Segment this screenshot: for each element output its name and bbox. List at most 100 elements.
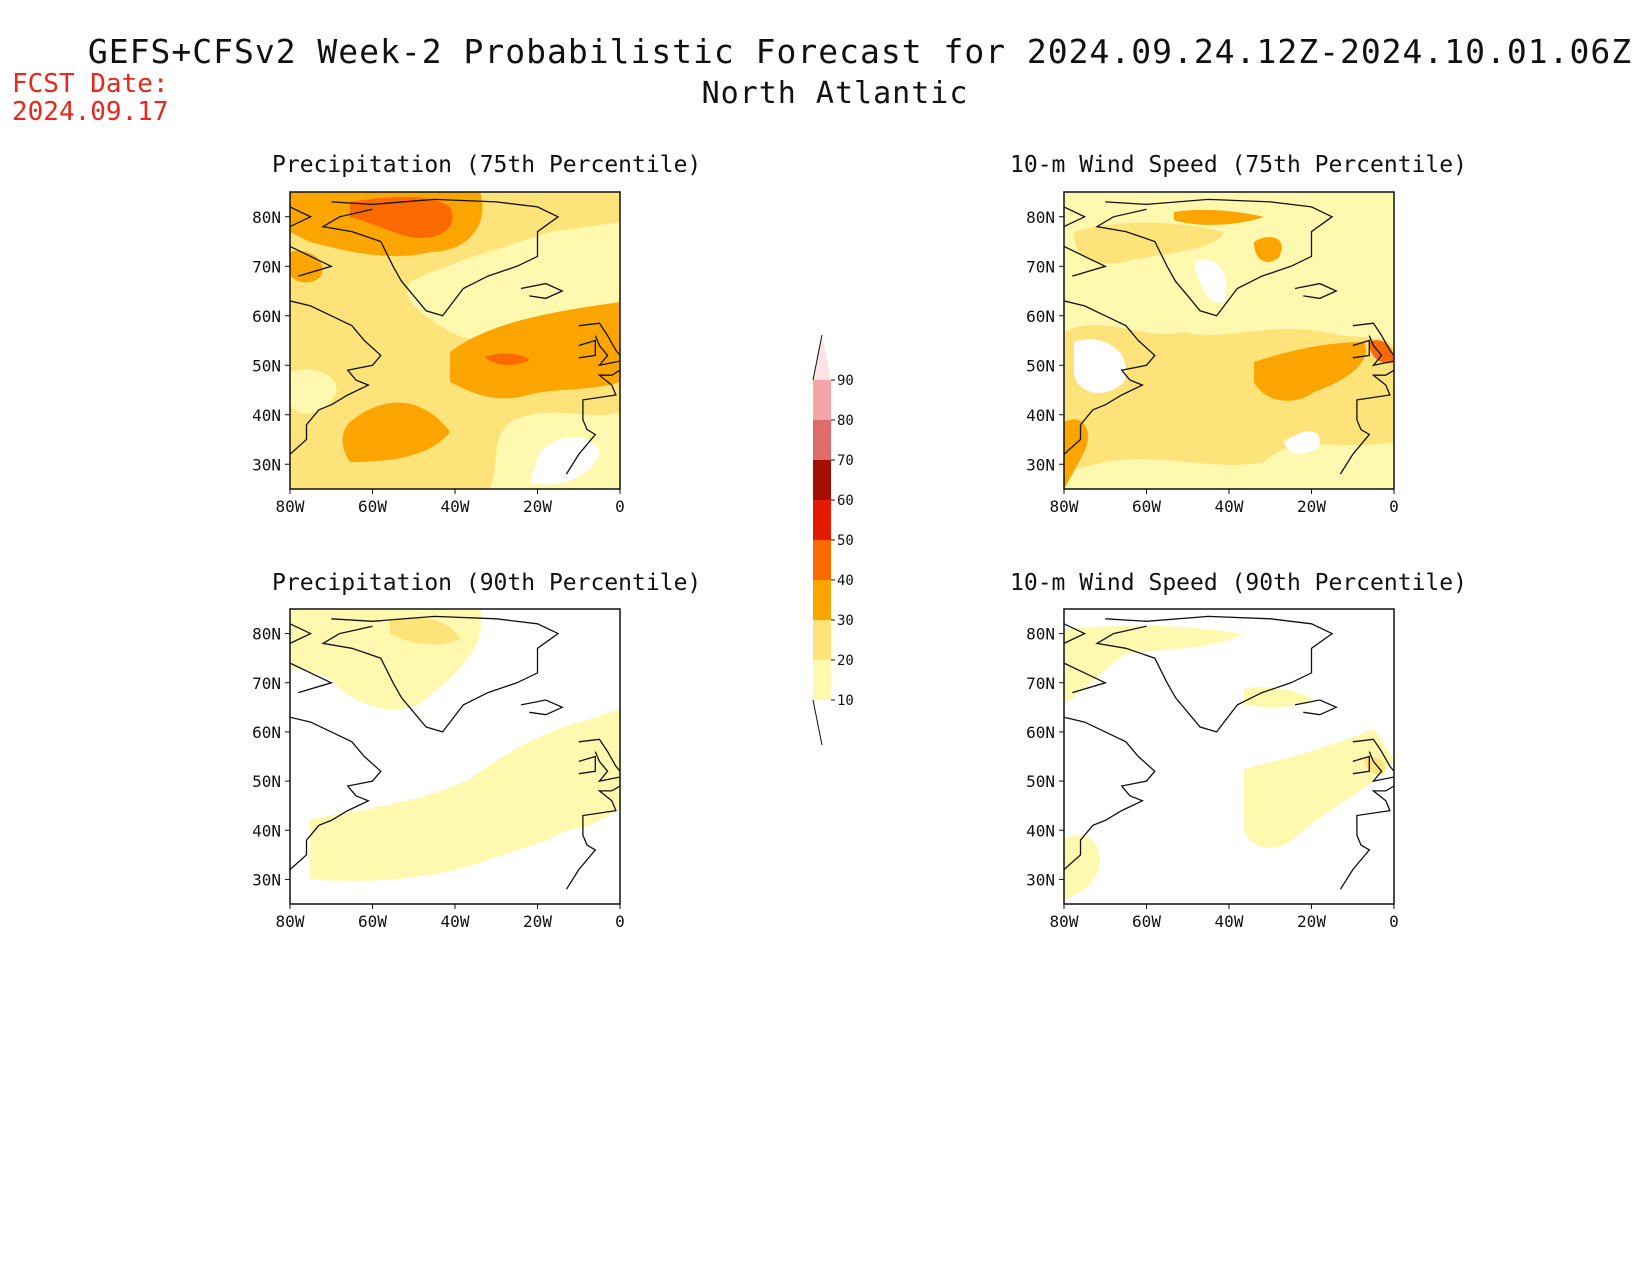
shaded-region: [1254, 237, 1282, 262]
coastline: [290, 662, 334, 694]
lat-tick-label: 60N: [1026, 307, 1055, 326]
colorbar-box: [813, 460, 831, 500]
colorbar: 10 20 30 40 50 60 70 80 90: [812, 334, 854, 746]
shaded-region: [1064, 835, 1100, 899]
coastline: [1352, 755, 1370, 775]
lat-tick-label: 50N: [1026, 772, 1055, 791]
shaded-region: [1064, 609, 1394, 904]
lat-tick-label: 80N: [1026, 625, 1055, 644]
lat-tick-label: 50N: [1026, 356, 1055, 375]
panel-title-precip-75: Precipitation (75th Percentile): [272, 152, 702, 178]
map-wind-90: 80N 70N 60N 50N 40N 30N 80W 60W 40W 20W 0: [1026, 608, 1399, 931]
colorbar-label: 40: [837, 573, 854, 589]
lat-tick-label: 70N: [1026, 674, 1055, 693]
colorbar-box: [813, 620, 831, 660]
shaded-region: [1194, 259, 1227, 303]
lon-tick-label: 60W: [358, 497, 387, 516]
lon-tick-label: 20W: [523, 497, 552, 516]
lon-tick-label: 0: [615, 497, 625, 516]
lat-tick-label: 70N: [1026, 257, 1055, 276]
lon-tick-label: 40W: [441, 912, 470, 931]
shaded-region: [1074, 222, 1224, 264]
coastline: [321, 615, 560, 733]
coastline: [578, 322, 620, 367]
coastline: [1064, 245, 1108, 277]
lon-tick-label: 60W: [1132, 912, 1161, 931]
colorbar-box: [813, 660, 831, 700]
forecast-date-value: 2024.09.17: [12, 97, 169, 127]
coastline: [290, 206, 313, 228]
colorbar-label: 30: [837, 613, 854, 629]
colorbar-box: [813, 500, 831, 540]
coastline: [290, 300, 382, 457]
shaded-region: [350, 197, 453, 238]
lon-tick-label: 60W: [1132, 497, 1161, 516]
figure-title: GEFS+CFSv2 Week-2 Probabilistic Forecast…: [87, 32, 1633, 71]
lon-tick-label: 80W: [1050, 497, 1079, 516]
figure-subtitle: North Atlantic: [701, 76, 969, 111]
coastline: [1352, 339, 1370, 359]
coastline: [578, 755, 596, 775]
colorbar-top-arrow: [813, 335, 831, 380]
coastline: [1339, 369, 1394, 475]
lat-tick-label: 50N: [252, 772, 281, 791]
shaded-region: [1174, 209, 1264, 225]
coastline: [321, 198, 560, 317]
coastline: [565, 785, 620, 890]
lon-tick-label: 40W: [441, 497, 470, 516]
shaded-region: [342, 402, 450, 462]
shaded-region: [310, 709, 620, 881]
colorbar-label: 20: [837, 653, 854, 669]
coastline: [578, 339, 596, 359]
colorbar-box: [813, 540, 831, 580]
shaded-region: [1064, 419, 1088, 489]
lon-tick-label: 80W: [276, 497, 305, 516]
colorbar-label: 10: [837, 693, 854, 709]
coastline: [1064, 206, 1087, 228]
lon-tick-label: 40W: [1215, 497, 1244, 516]
coastline: [290, 245, 334, 277]
coastline: [520, 282, 564, 300]
lon-tick-label: 80W: [1050, 912, 1079, 931]
map-precip-75: 80N 70N 60N 50N 40N 30N 80W 60W 40W 20W 0: [252, 191, 625, 516]
coastline: [565, 369, 620, 475]
lon-tick-label: 0: [1389, 497, 1399, 516]
lon-tick-label: 80W: [276, 912, 305, 931]
lat-tick-label: 40N: [252, 821, 281, 840]
map-wind-75: 80N 70N 60N 50N 40N 30N 80W 60W 40W 20W 0: [1026, 191, 1399, 516]
lon-tick-label: 20W: [1297, 497, 1326, 516]
lon-tick-label: 0: [615, 912, 625, 931]
lat-tick-label: 40N: [1026, 821, 1055, 840]
colorbar-box: [813, 380, 831, 420]
lon-tick-label: 20W: [1297, 912, 1326, 931]
coastline: [1294, 699, 1338, 716]
colorbar-label: 60: [837, 493, 854, 509]
coastline: [1064, 300, 1156, 457]
lat-tick-label: 30N: [1026, 455, 1055, 474]
lon-tick-label: 0: [1389, 912, 1399, 931]
lat-tick-label: 30N: [1026, 870, 1055, 889]
lat-tick-label: 40N: [252, 406, 281, 425]
coastline: [290, 716, 382, 872]
panel-title-wind-75: 10-m Wind Speed (75th Percentile): [1010, 152, 1467, 178]
map-precip-90: 80N 70N 60N 50N 40N 30N 80W 60W 40W 20W 0: [252, 608, 625, 931]
lat-tick-label: 70N: [252, 674, 281, 693]
lat-tick-label: 30N: [252, 455, 281, 474]
shaded-region: [540, 827, 620, 904]
forecast-date-label: FCST Date:: [12, 69, 169, 99]
lat-tick-label: 70N: [252, 257, 281, 276]
lat-tick-label: 30N: [252, 870, 281, 889]
shaded-region: [390, 617, 460, 645]
coastline: [1339, 785, 1394, 890]
coastline: [1095, 198, 1334, 317]
coastline: [1064, 716, 1156, 872]
colorbar-label: 50: [837, 533, 854, 549]
lat-tick-label: 50N: [252, 356, 281, 375]
colorbar-box: [813, 420, 831, 460]
lat-tick-label: 60N: [252, 723, 281, 742]
forecast-date: FCST Date: 2024.09.17: [12, 70, 169, 126]
shaded-region: [1254, 342, 1366, 401]
panel-title-wind-90: 10-m Wind Speed (90th Percentile): [1010, 570, 1467, 596]
coastline: [1352, 322, 1394, 367]
lon-tick-label: 20W: [523, 912, 552, 931]
